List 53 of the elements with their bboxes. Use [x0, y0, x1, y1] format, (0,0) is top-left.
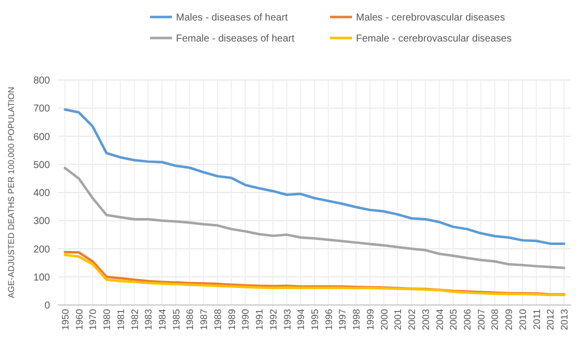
y-axis-title: AGE-ADJUSTED DEATHS PER 100,000 POPULATION — [6, 86, 16, 298]
x-tick-label: 1988 — [212, 309, 224, 330]
y-tick-label: 500 — [33, 160, 50, 171]
line-series — [64, 166, 566, 270]
y-tick-label: 300 — [33, 216, 50, 228]
x-tick-label: 2006 — [462, 309, 474, 330]
x-tick-label: 1984 — [157, 309, 168, 330]
x-tick-label: 2009 — [504, 309, 516, 330]
x-tick-label: 1985 — [171, 309, 182, 330]
x-tick-label: 1993 — [282, 309, 294, 330]
x-tick-label: 1991 — [254, 309, 266, 330]
x-tick-label: 2005 — [448, 309, 460, 330]
x-tick-label: 1995 — [310, 309, 321, 330]
x-tick-label: 1989 — [226, 309, 238, 330]
x-tick-label: 1980 — [102, 309, 114, 330]
x-tick-label: 2010 — [518, 309, 529, 330]
x-tick-label: 1994 — [296, 309, 308, 330]
x-tick-label: 1981 — [116, 309, 127, 330]
x-tick-label: 1997 — [338, 309, 349, 330]
legend-label: Males - cerebrovascular diseases — [356, 12, 505, 24]
x-tick-label: 1992 — [268, 309, 280, 330]
x-tick-label: 1998 — [352, 309, 363, 330]
x-tick-label: 1987 — [199, 309, 210, 330]
y-tick-label: 400 — [33, 188, 50, 199]
x-tick-label: 2013 — [560, 309, 571, 330]
x-tick-label: 2003 — [420, 309, 432, 330]
x-tick-label: 1999 — [365, 309, 376, 330]
x-tick-label: 2004 — [434, 309, 446, 330]
x-tick-label: 1970 — [88, 309, 100, 330]
x-tick-label: 1950 — [60, 309, 72, 330]
x-tick-label: 2011 — [532, 309, 543, 330]
legend-label: Female - cerebrovascular diseases — [356, 34, 512, 44]
x-tick-label: 1990 — [240, 309, 252, 330]
x-tick-label: 2002 — [407, 309, 418, 330]
legend-label: Female - diseases of heart — [176, 34, 295, 44]
x-tick-label: 1983 — [144, 309, 155, 330]
x-tick-label: 2001 — [393, 309, 404, 330]
y-tick-label: 0 — [44, 300, 50, 312]
x-tick-label: 2007 — [476, 309, 488, 330]
x-tick-label: 1960 — [74, 309, 86, 330]
legend-label: Males - diseases of heart — [176, 12, 288, 24]
x-tick-label: 2008 — [490, 309, 502, 330]
x-tick-label: 2000 — [379, 309, 390, 330]
y-tick-label: 700 — [33, 104, 50, 115]
x-tick-label: 1982 — [130, 309, 141, 330]
x-tick-label: 1986 — [185, 309, 196, 330]
y-tick-label: 200 — [33, 244, 50, 256]
x-tick-label: 1996 — [324, 309, 335, 330]
y-tick-label: 800 — [33, 76, 50, 86]
y-tick-label: 100 — [33, 272, 50, 284]
x-tick-label: 2012 — [546, 309, 557, 330]
y-tick-label: 600 — [33, 132, 50, 143]
line-series — [64, 108, 566, 245]
